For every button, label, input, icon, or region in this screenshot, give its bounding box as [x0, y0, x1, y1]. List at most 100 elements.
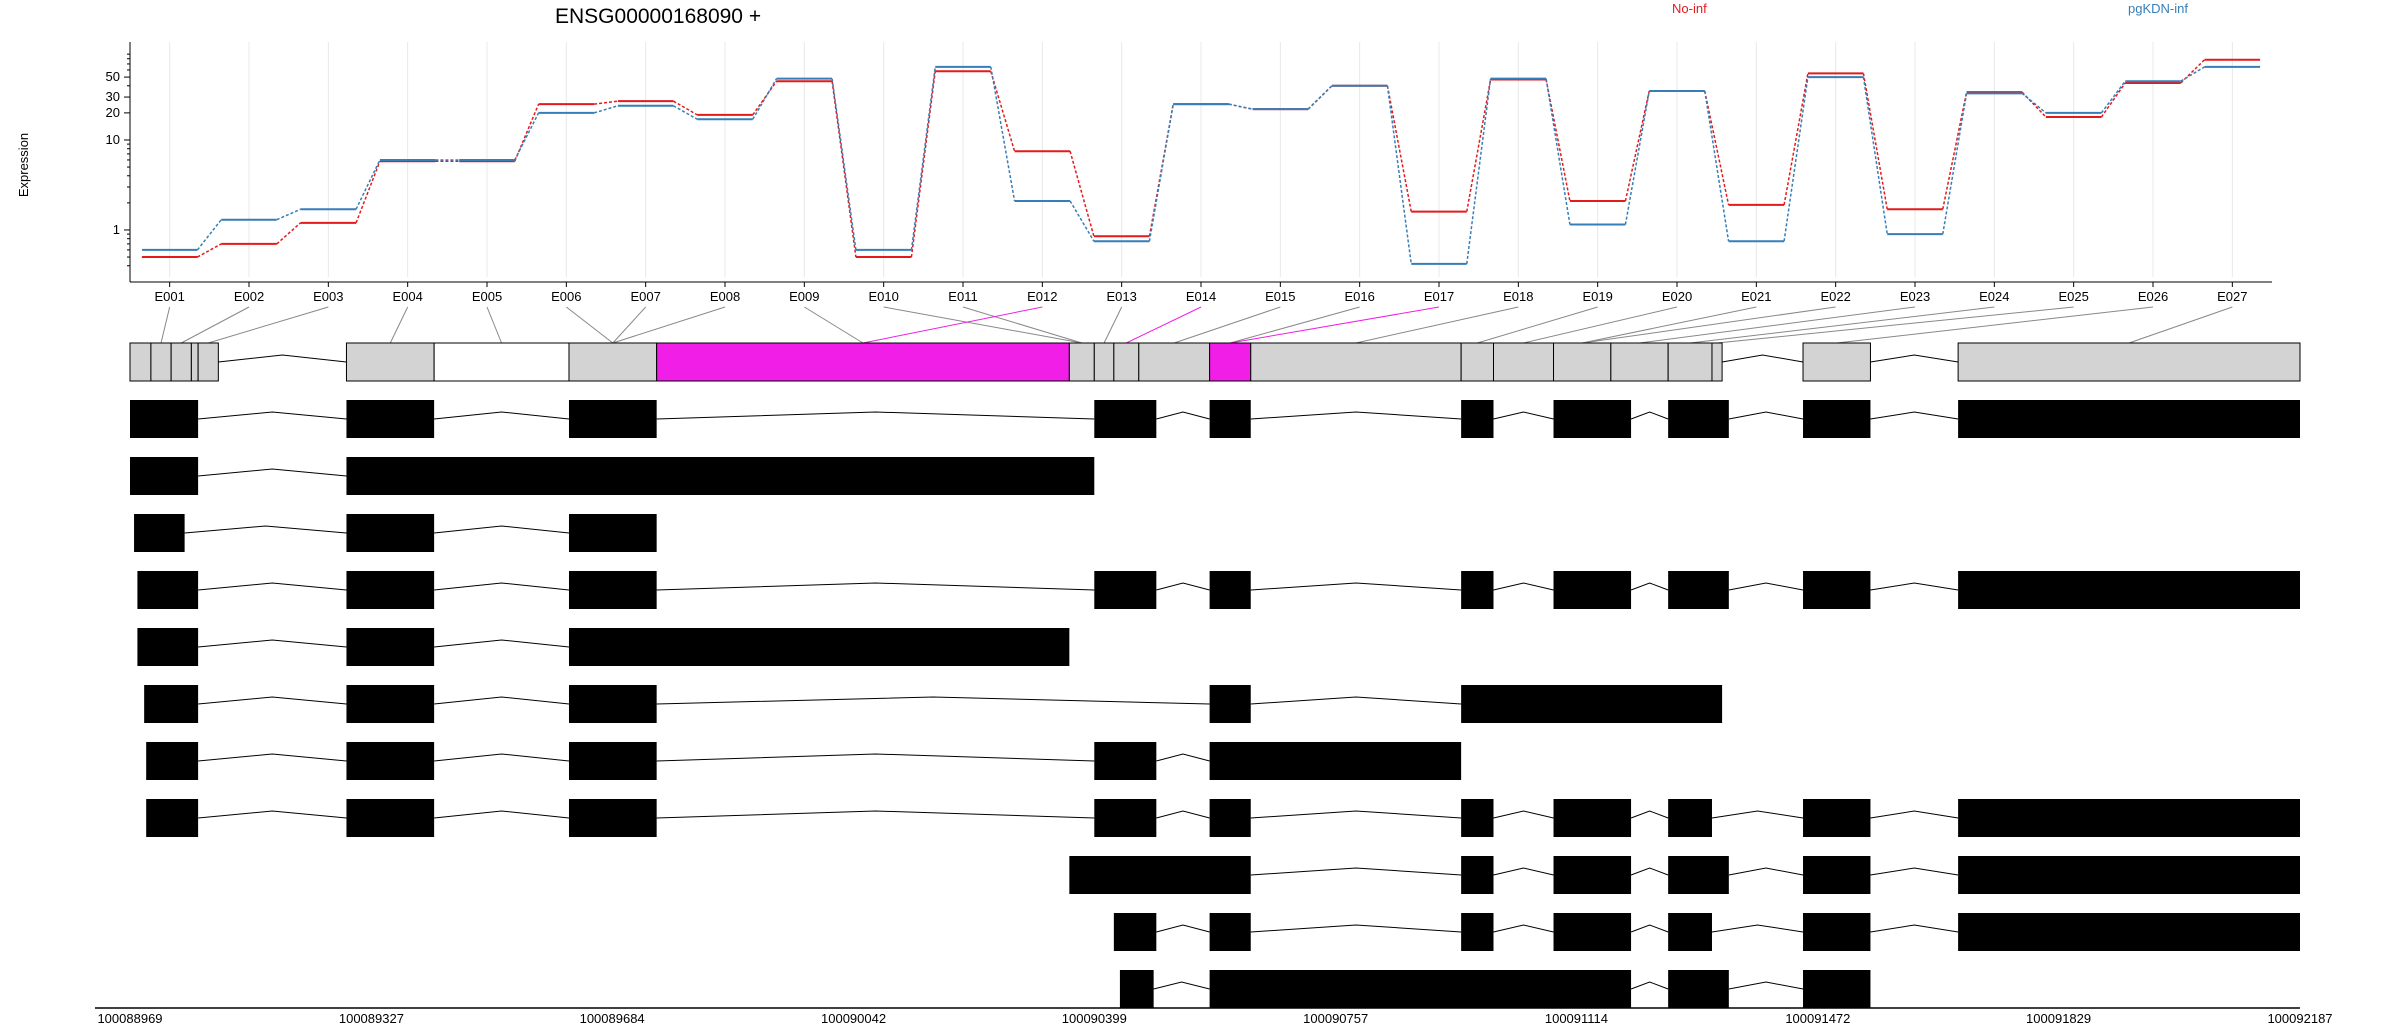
- transcript-exon: [346, 400, 435, 438]
- intron-line: [198, 753, 347, 762]
- genome-tick-label: 100091114: [1545, 1011, 1608, 1026]
- exon-bin: [568, 342, 658, 382]
- exon-bin: [190, 342, 199, 382]
- intron-line: [198, 696, 347, 705]
- intron-line: [1250, 867, 1462, 876]
- exon-map-line: [160, 306, 171, 344]
- exon-bin: [1068, 342, 1095, 382]
- intron-line: [1153, 981, 1210, 990]
- series-connector: [1942, 92, 1968, 210]
- x-tick-label: E004: [392, 289, 422, 304]
- exon-bin: [1209, 342, 1252, 382]
- genome-tick-label: 100091829: [2026, 1011, 2091, 1026]
- intron-line: [1493, 867, 1554, 876]
- intron-line: [1250, 924, 1462, 933]
- exon-map-line: [1690, 306, 1995, 344]
- transcript-exon: [568, 742, 657, 780]
- transcript-exon: [1958, 799, 2300, 837]
- intron-line: [1728, 867, 1804, 876]
- series-connector: [1386, 85, 1412, 264]
- intron-line: [434, 582, 570, 591]
- transcript-exon: [1668, 970, 1729, 1008]
- transcript-exon: [1119, 970, 1154, 1008]
- transcript-exon: [346, 685, 435, 723]
- y-tick-label: 30: [106, 89, 120, 104]
- intron-line: [1493, 924, 1554, 933]
- transcript-exon: [146, 799, 199, 837]
- series-connector: [1783, 76, 1809, 242]
- transcript-exon: [1553, 856, 1632, 894]
- x-tick-label: E005: [472, 289, 502, 304]
- intron-line: [1870, 582, 1959, 591]
- exon-map-line: [181, 306, 250, 344]
- exon-bin: [1711, 342, 1723, 382]
- exon-bin: [1250, 342, 1462, 382]
- transcript-exon: [568, 799, 657, 837]
- exon-map-line: [962, 306, 1082, 344]
- transcript-exon: [130, 400, 199, 438]
- transcript-exon: [1668, 856, 1729, 894]
- intron-line: [1722, 354, 1804, 363]
- exon-map-line: [804, 306, 864, 344]
- intron-line: [1156, 753, 1210, 762]
- x-tick-label: E012: [1027, 289, 1057, 304]
- transcript-exon: [1803, 400, 1871, 438]
- transcript-exon: [1553, 571, 1632, 609]
- intron-line: [434, 411, 570, 420]
- transcript-exon: [1209, 913, 1251, 951]
- intron-line: [1156, 924, 1210, 933]
- transcript-exon: [1094, 571, 1157, 609]
- intron-line: [1493, 582, 1554, 591]
- y-tick-label: 10: [106, 132, 120, 147]
- transcript-exon: [1113, 913, 1157, 951]
- intron-line: [434, 696, 570, 705]
- series-connector: [514, 103, 540, 162]
- transcript-exon: [568, 628, 1070, 666]
- transcript: [1069, 856, 2300, 894]
- intron-line: [434, 753, 570, 762]
- exon-bin: [197, 342, 219, 382]
- intron-line: [1728, 582, 1804, 591]
- transcript-exon: [1209, 685, 1251, 723]
- transcript-exon: [1553, 400, 1632, 438]
- intron-line: [198, 639, 347, 648]
- exon-bin: [1553, 342, 1612, 382]
- genome-axis: 100088969 100089327 100089684 100090042 1000…: [95, 1007, 2333, 1026]
- series-connector: [593, 105, 619, 114]
- genome-tick-label: 100089684: [580, 1011, 645, 1026]
- series-connector: [673, 105, 698, 120]
- transcript: [146, 742, 1462, 780]
- series-connector: [1624, 90, 1650, 225]
- transcript: [134, 514, 657, 552]
- transcript-exon: [1069, 856, 1251, 894]
- genome-tick-label: 100090757: [1303, 1011, 1368, 1026]
- series-connector: [1942, 93, 1968, 235]
- x-tick-label: E007: [630, 289, 660, 304]
- exon-bin: [1492, 342, 1555, 382]
- transcript-exon: [134, 514, 185, 552]
- transcript-exon: [1958, 856, 2300, 894]
- x-tick-label: E003: [313, 289, 343, 304]
- series-connector: [1862, 73, 1888, 210]
- transcript-exon: [1958, 913, 2300, 951]
- transcript-exon: [144, 685, 199, 723]
- intron-line: [198, 582, 347, 591]
- genome-tick-label: 100092187: [2267, 1011, 2332, 1026]
- intron-line: [1630, 981, 1669, 990]
- exon-bin: [170, 342, 192, 382]
- transcript-exon: [1209, 400, 1251, 438]
- exon-bin: [1093, 342, 1115, 382]
- legend-pgkdn-inf: pgKDN-inf: [2128, 1, 2188, 16]
- exon-bin: [656, 342, 1070, 382]
- transcript-exon: [346, 799, 435, 837]
- intron-line: [1728, 411, 1804, 420]
- exon-bin: [1610, 342, 1669, 382]
- x-tick-label: E019: [1582, 289, 1612, 304]
- genome-tick-label: 100090399: [1062, 1011, 1127, 1026]
- series-connector: [990, 71, 1016, 152]
- x-tick-label: E018: [1503, 289, 1533, 304]
- exon-map-line: [1477, 306, 1598, 344]
- transcript: [130, 400, 2300, 438]
- transcript: [130, 457, 1095, 495]
